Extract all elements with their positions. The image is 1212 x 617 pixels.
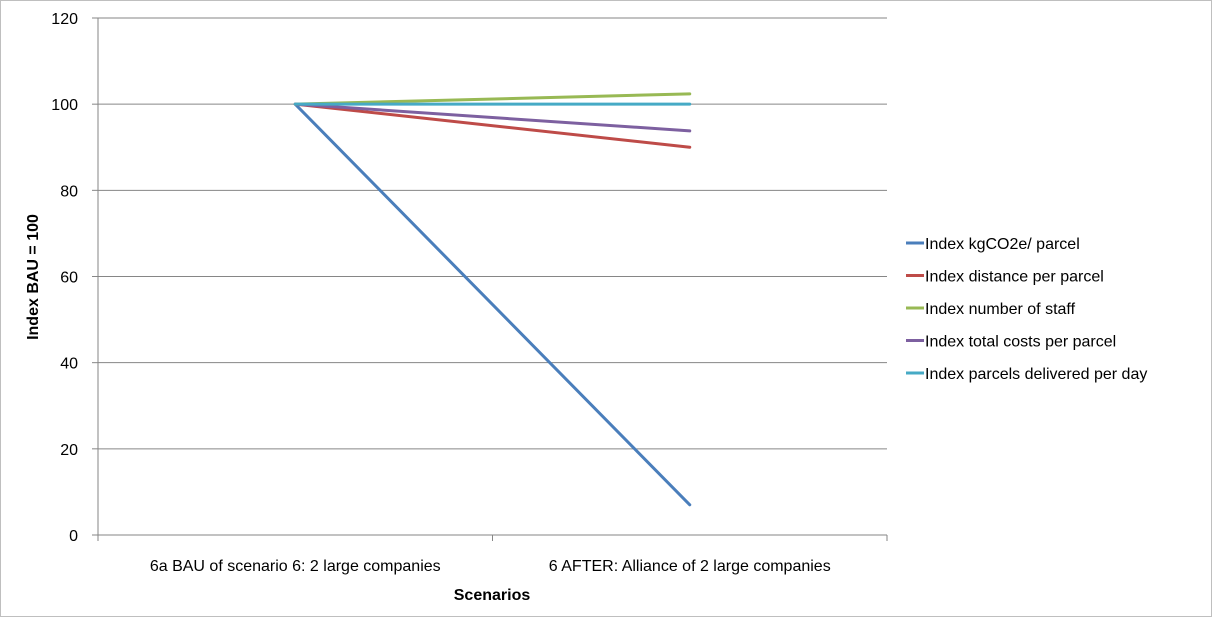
legend-label: Index number of staff [925,301,1076,318]
x-tick-label: 6a BAU of scenario 6: 2 large companies [150,558,441,575]
y-tick-label: 60 [60,270,78,287]
series-lines [293,92,692,507]
x-axis-ticks: 6a BAU of scenario 6: 2 large companies 6… [97,535,888,575]
x-axis-title: Scenarios [454,587,531,604]
gridlines [98,17,887,450]
x-tick-label: 6 AFTER: Alliance of 2 large companies [549,558,831,575]
series-line [293,92,692,106]
series-line [293,102,692,149]
legend: Index kgCO2e/ parcel Index distance per p… [906,236,1147,383]
y-tick-label: 100 [51,97,78,114]
y-tick-label: 120 [51,11,78,28]
legend-label: Index distance per parcel [925,269,1104,286]
y-tick-label: 40 [60,356,78,373]
y-axis-ticks: 0 20 40 60 80 100 120 [51,11,98,545]
legend-label: Index total costs per parcel [925,334,1116,351]
y-tick-label: 0 [69,528,78,545]
y-tick-label: 80 [60,183,78,200]
legend-label: Index parcels delivered per day [925,366,1147,383]
legend-label: Index kgCO2e/ parcel [925,236,1080,253]
series-line [293,102,692,133]
y-tick-label: 20 [60,442,78,459]
y-axis-title: Index BAU = 100 [25,214,42,340]
series-line [293,102,692,507]
